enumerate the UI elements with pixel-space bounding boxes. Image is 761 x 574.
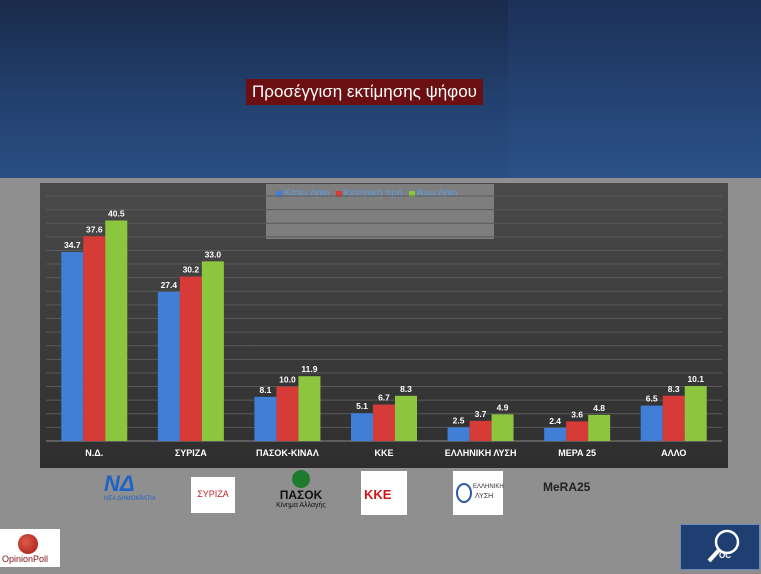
legend-label-mid: Κεντρική τιμή bbox=[343, 188, 403, 199]
bar-low bbox=[640, 405, 663, 441]
nd-logo-sub: ΝΕΑ ΔΗΜΟΚΡΑΤΙΑ bbox=[104, 496, 156, 502]
bar-value-label: 4.8 bbox=[593, 403, 605, 413]
bar-mid bbox=[179, 276, 202, 441]
bar-high bbox=[491, 414, 514, 441]
bar-value-label: 6.7 bbox=[378, 393, 390, 403]
bar-low bbox=[254, 396, 277, 441]
legend-box bbox=[266, 184, 494, 239]
bar-high bbox=[201, 261, 224, 441]
bar-high bbox=[298, 376, 321, 441]
bar-value-label: 37.6 bbox=[86, 224, 103, 234]
elliniki-logo-text-2: ΛΥΣΗ bbox=[475, 493, 494, 500]
bar-value-label: 6.5 bbox=[646, 394, 658, 404]
syriza-logo: ΣΥΡΙΖΑ bbox=[191, 477, 235, 513]
bar-value-label: 8.3 bbox=[668, 384, 680, 394]
elliniki-lysi-logo: ΕΛΛΗΝΙΚΗ ΛΥΣΗ bbox=[453, 471, 504, 515]
pasok-logo-text: ΠΑΣΟΚ bbox=[279, 488, 323, 502]
bar-value-label: 2.5 bbox=[453, 415, 465, 425]
chart-legend: Κάτω όριο Κεντρική τιμή Άνω όριο bbox=[276, 188, 458, 199]
magnifier-icon bbox=[707, 529, 740, 563]
bar-low bbox=[61, 252, 84, 441]
legend-item-mid: Κεντρική τιμή bbox=[335, 188, 403, 199]
bar-high bbox=[395, 395, 417, 441]
bar-low bbox=[157, 291, 180, 441]
bar-low bbox=[351, 413, 373, 441]
oc-logo-text: OC bbox=[719, 551, 731, 560]
mera25-logo-text: MeRA25 bbox=[543, 480, 591, 494]
party-logos: ΝΔ ΝΕΑ ΔΗΜΟΚΡΑΤΙΑ ΣΥΡΙΖΑ ΠΑΣΟΚ Κίνημα Αλ… bbox=[0, 466, 761, 522]
bar-mid bbox=[469, 420, 492, 441]
pasok-logo: ΠΑΣΟΚ Κίνημα Αλλαγής bbox=[272, 470, 330, 514]
category-label: ΣΥΡΙΖΑ bbox=[175, 448, 207, 458]
bar-mid bbox=[662, 395, 685, 441]
elliniki-logo-text-1: ΕΛΛΗΝΙΚΗ bbox=[473, 484, 504, 490]
bar-value-label: 10.1 bbox=[687, 374, 704, 384]
category-label: ΕΛΛΗΝΙΚΗ ΛΥΣΗ bbox=[445, 448, 517, 458]
opinion-poll-dot-icon bbox=[18, 534, 38, 554]
pasok-logo-sub: Κίνημα Αλλαγής bbox=[276, 502, 326, 509]
bar-mid bbox=[276, 386, 299, 441]
bar-mid bbox=[566, 421, 589, 441]
bar-value-label: 3.6 bbox=[571, 409, 583, 419]
pasok-sun-icon bbox=[292, 470, 310, 488]
category-label: Ν.Δ. bbox=[85, 448, 103, 458]
bar-low bbox=[447, 427, 470, 441]
page-title: Προσέγγιση εκτίμησης ψήφου bbox=[246, 79, 483, 105]
nd-logo-mark: ΝΔ bbox=[104, 471, 135, 496]
category-label: ΑΛΛΟ bbox=[661, 448, 686, 458]
bar-value-label: 10.0 bbox=[279, 375, 296, 385]
oc-logo: OC bbox=[680, 524, 760, 570]
bar-value-label: 11.9 bbox=[301, 364, 317, 374]
bar-value-label: 30.2 bbox=[183, 265, 200, 275]
category-label: ΚΚΕ bbox=[374, 448, 393, 458]
legend-swatch-mid bbox=[335, 190, 342, 197]
bar-value-label: 4.9 bbox=[497, 402, 509, 412]
bar-value-label: 33.0 bbox=[205, 249, 222, 259]
bar-value-label: 3.7 bbox=[475, 409, 487, 419]
header-right-panel bbox=[508, 0, 761, 178]
legend-item-low: Κάτω όριο bbox=[276, 188, 330, 199]
elliniki-emblem-icon bbox=[456, 483, 472, 503]
category-label: ΠΑΣΟΚ-ΚΙΝΑΛ bbox=[256, 448, 319, 458]
bar-mid bbox=[83, 236, 106, 441]
nd-logo: ΝΔ ΝΕΑ ΔΗΜΟΚΡΑΤΙΑ bbox=[104, 472, 162, 508]
bar-value-label: 27.4 bbox=[161, 280, 178, 290]
legend-swatch-high bbox=[408, 190, 415, 197]
bar-low bbox=[544, 427, 567, 441]
bar-value-label: 2.4 bbox=[549, 416, 561, 426]
bar-value-label: 5.1 bbox=[356, 401, 368, 411]
mera25-logo: MeRA25 bbox=[543, 480, 593, 510]
bar-mid bbox=[373, 404, 395, 441]
category-label: ΜΕΡΑ 25 bbox=[558, 448, 596, 458]
bar-high bbox=[684, 386, 707, 441]
bar-value-label: 8.1 bbox=[260, 385, 272, 395]
legend-swatch-low bbox=[276, 190, 282, 197]
kke-logo: ΚΚΕ bbox=[361, 471, 407, 515]
syriza-logo-text: ΣΥΡΙΖΑ bbox=[197, 489, 229, 499]
opinion-poll-logo: OpinionPoll bbox=[0, 529, 60, 567]
bar-value-label: 40.5 bbox=[108, 209, 125, 219]
bar-value-label: 8.3 bbox=[400, 384, 412, 394]
legend-label-low: Κάτω όριο bbox=[284, 188, 330, 199]
bar-high bbox=[105, 220, 128, 441]
opinion-poll-text: OpinionPoll bbox=[2, 554, 49, 564]
bar-value-label: 34.7 bbox=[64, 240, 81, 250]
legend-label-high: Άνω όριο bbox=[416, 188, 458, 199]
legend-item-high: Άνω όριο bbox=[408, 188, 458, 199]
kke-logo-text: ΚΚΕ bbox=[364, 487, 392, 502]
bar-high bbox=[588, 414, 611, 441]
